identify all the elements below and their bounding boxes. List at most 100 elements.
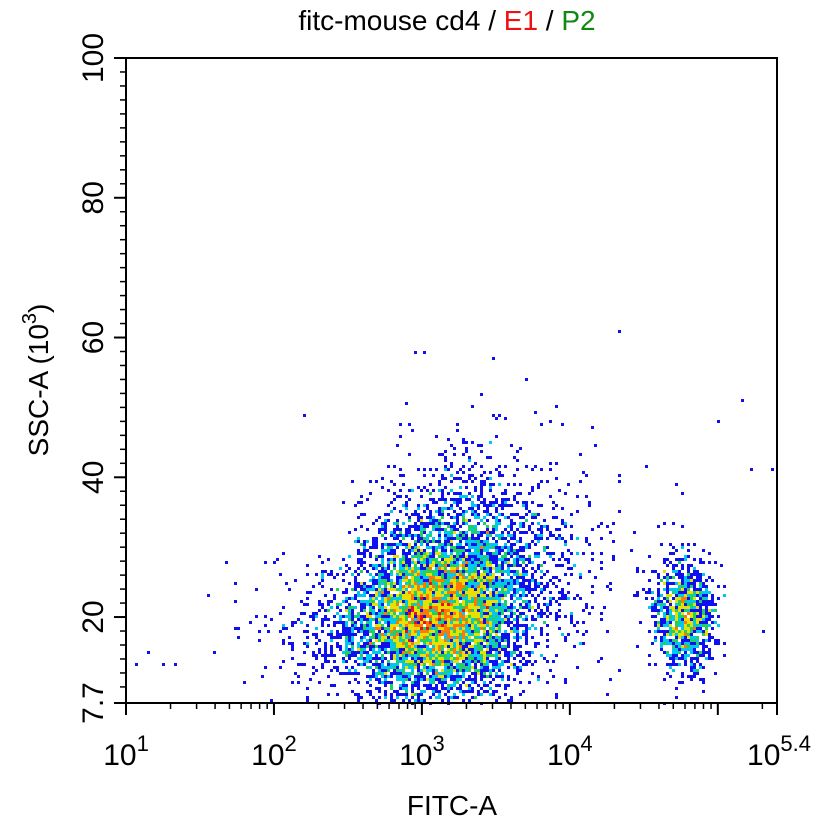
event-dot xyxy=(459,552,462,555)
event-dot xyxy=(366,618,369,621)
event-dot xyxy=(255,615,258,618)
event-dot xyxy=(438,639,441,642)
event-dot xyxy=(405,657,408,660)
event-dot xyxy=(390,687,393,690)
event-dot xyxy=(651,597,654,600)
event-dot xyxy=(360,663,363,666)
event-dot xyxy=(414,612,417,615)
event-dot xyxy=(669,621,672,624)
event-dot xyxy=(561,633,564,636)
event-dot xyxy=(375,651,378,654)
event-dot xyxy=(675,564,678,567)
event-dot xyxy=(480,591,483,594)
event-dot xyxy=(468,459,471,462)
event-dot xyxy=(348,603,351,606)
event-dot xyxy=(357,693,360,696)
event-dot xyxy=(318,582,321,585)
event-dot xyxy=(570,534,573,537)
event-dot xyxy=(426,558,429,561)
event-dot xyxy=(435,576,438,579)
event-dot xyxy=(426,489,429,492)
event-dot xyxy=(666,654,669,657)
event-dot xyxy=(453,555,456,558)
event-dot xyxy=(468,684,471,687)
event-dot xyxy=(480,594,483,597)
event-dot xyxy=(489,477,492,480)
event-dot xyxy=(696,570,699,573)
event-dot xyxy=(471,603,474,606)
event-dot xyxy=(384,675,387,678)
event-dot xyxy=(468,657,471,660)
event-dot xyxy=(687,606,690,609)
event-dot xyxy=(477,537,480,540)
event-dot xyxy=(264,666,267,669)
event-dot xyxy=(462,654,465,657)
event-dot xyxy=(426,561,429,564)
event-dot xyxy=(405,576,408,579)
event-dot xyxy=(438,612,441,615)
event-dot xyxy=(420,603,423,606)
event-dot xyxy=(585,606,588,609)
event-dot xyxy=(531,588,534,591)
event-dot xyxy=(474,489,477,492)
event-dot xyxy=(411,687,414,690)
event-dot xyxy=(570,567,573,570)
event-dot xyxy=(432,615,435,618)
event-dot xyxy=(432,576,435,579)
event-dot xyxy=(519,666,522,669)
event-dot xyxy=(489,564,492,567)
event-dot xyxy=(306,636,309,639)
event-dot xyxy=(510,444,513,447)
event-dot xyxy=(681,576,684,579)
event-dot xyxy=(477,636,480,639)
event-dot xyxy=(390,594,393,597)
event-dot xyxy=(465,636,468,639)
event-dot xyxy=(390,639,393,642)
event-dot xyxy=(462,681,465,684)
event-dot xyxy=(486,528,489,531)
event-dot xyxy=(435,615,438,618)
event-dot xyxy=(534,570,537,573)
event-dot xyxy=(657,594,660,597)
event-dot xyxy=(420,555,423,558)
event-dot xyxy=(489,456,492,459)
event-dot xyxy=(441,570,444,573)
event-dot xyxy=(576,495,579,498)
event-dot xyxy=(474,651,477,654)
event-dot xyxy=(447,603,450,606)
event-dot xyxy=(693,627,696,630)
event-dot xyxy=(483,567,486,570)
event-dot xyxy=(468,573,471,576)
event-dot xyxy=(465,657,468,660)
event-dot xyxy=(399,645,402,648)
event-dot xyxy=(525,585,528,588)
event-dot xyxy=(474,660,477,663)
event-dot xyxy=(312,585,315,588)
event-dot xyxy=(456,597,459,600)
event-dot xyxy=(672,588,675,591)
event-dot xyxy=(474,636,477,639)
event-dot xyxy=(360,603,363,606)
event-dot xyxy=(390,696,393,699)
event-dot xyxy=(423,573,426,576)
event-dot xyxy=(498,519,501,522)
event-dot xyxy=(384,633,387,636)
event-dot xyxy=(357,651,360,654)
event-dot xyxy=(513,498,516,501)
event-dot xyxy=(366,591,369,594)
event-dot xyxy=(357,630,360,633)
event-dot xyxy=(381,675,384,678)
event-dot xyxy=(420,651,423,654)
event-dot xyxy=(501,549,504,552)
event-dot xyxy=(414,561,417,564)
event-dot xyxy=(693,675,696,678)
event-dot xyxy=(702,678,705,681)
event-dot xyxy=(387,627,390,630)
event-dot xyxy=(504,618,507,621)
event-dot xyxy=(498,558,501,561)
event-dot xyxy=(414,582,417,585)
event-dot xyxy=(561,522,564,525)
event-dot xyxy=(546,639,549,642)
event-dot xyxy=(498,651,501,654)
event-dot xyxy=(345,615,348,618)
